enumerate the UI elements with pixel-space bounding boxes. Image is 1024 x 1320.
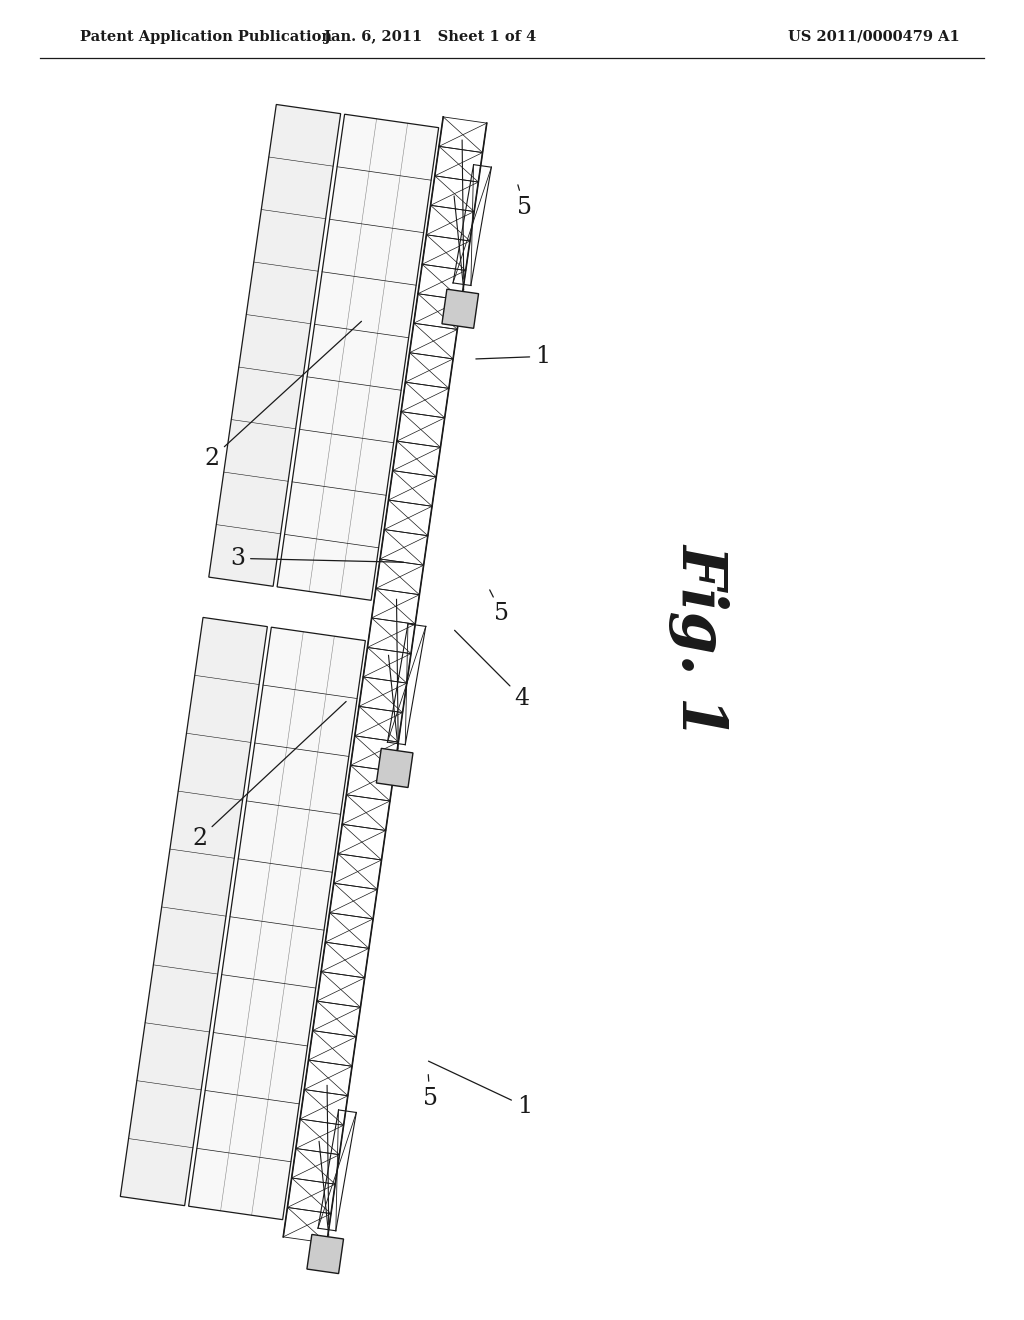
Text: 5: 5 — [423, 1074, 437, 1110]
Text: Jan. 6, 2011   Sheet 1 of 4: Jan. 6, 2011 Sheet 1 of 4 — [324, 30, 537, 44]
Text: 5: 5 — [489, 590, 509, 626]
Text: 3: 3 — [230, 546, 403, 570]
Polygon shape — [442, 289, 478, 329]
Polygon shape — [307, 1234, 343, 1274]
Polygon shape — [188, 627, 366, 1220]
Text: 1: 1 — [428, 1061, 531, 1118]
Text: 4: 4 — [455, 630, 529, 710]
Text: 2: 2 — [193, 701, 346, 850]
Text: 1: 1 — [476, 345, 550, 368]
Text: 5: 5 — [517, 185, 531, 219]
Text: Fig. 1: Fig. 1 — [670, 543, 730, 737]
Polygon shape — [377, 748, 413, 788]
Polygon shape — [120, 618, 267, 1205]
Text: US 2011/0000479 A1: US 2011/0000479 A1 — [788, 30, 961, 44]
Polygon shape — [278, 115, 438, 601]
Polygon shape — [209, 104, 341, 586]
Text: Patent Application Publication: Patent Application Publication — [80, 30, 332, 44]
Text: 2: 2 — [205, 321, 361, 470]
